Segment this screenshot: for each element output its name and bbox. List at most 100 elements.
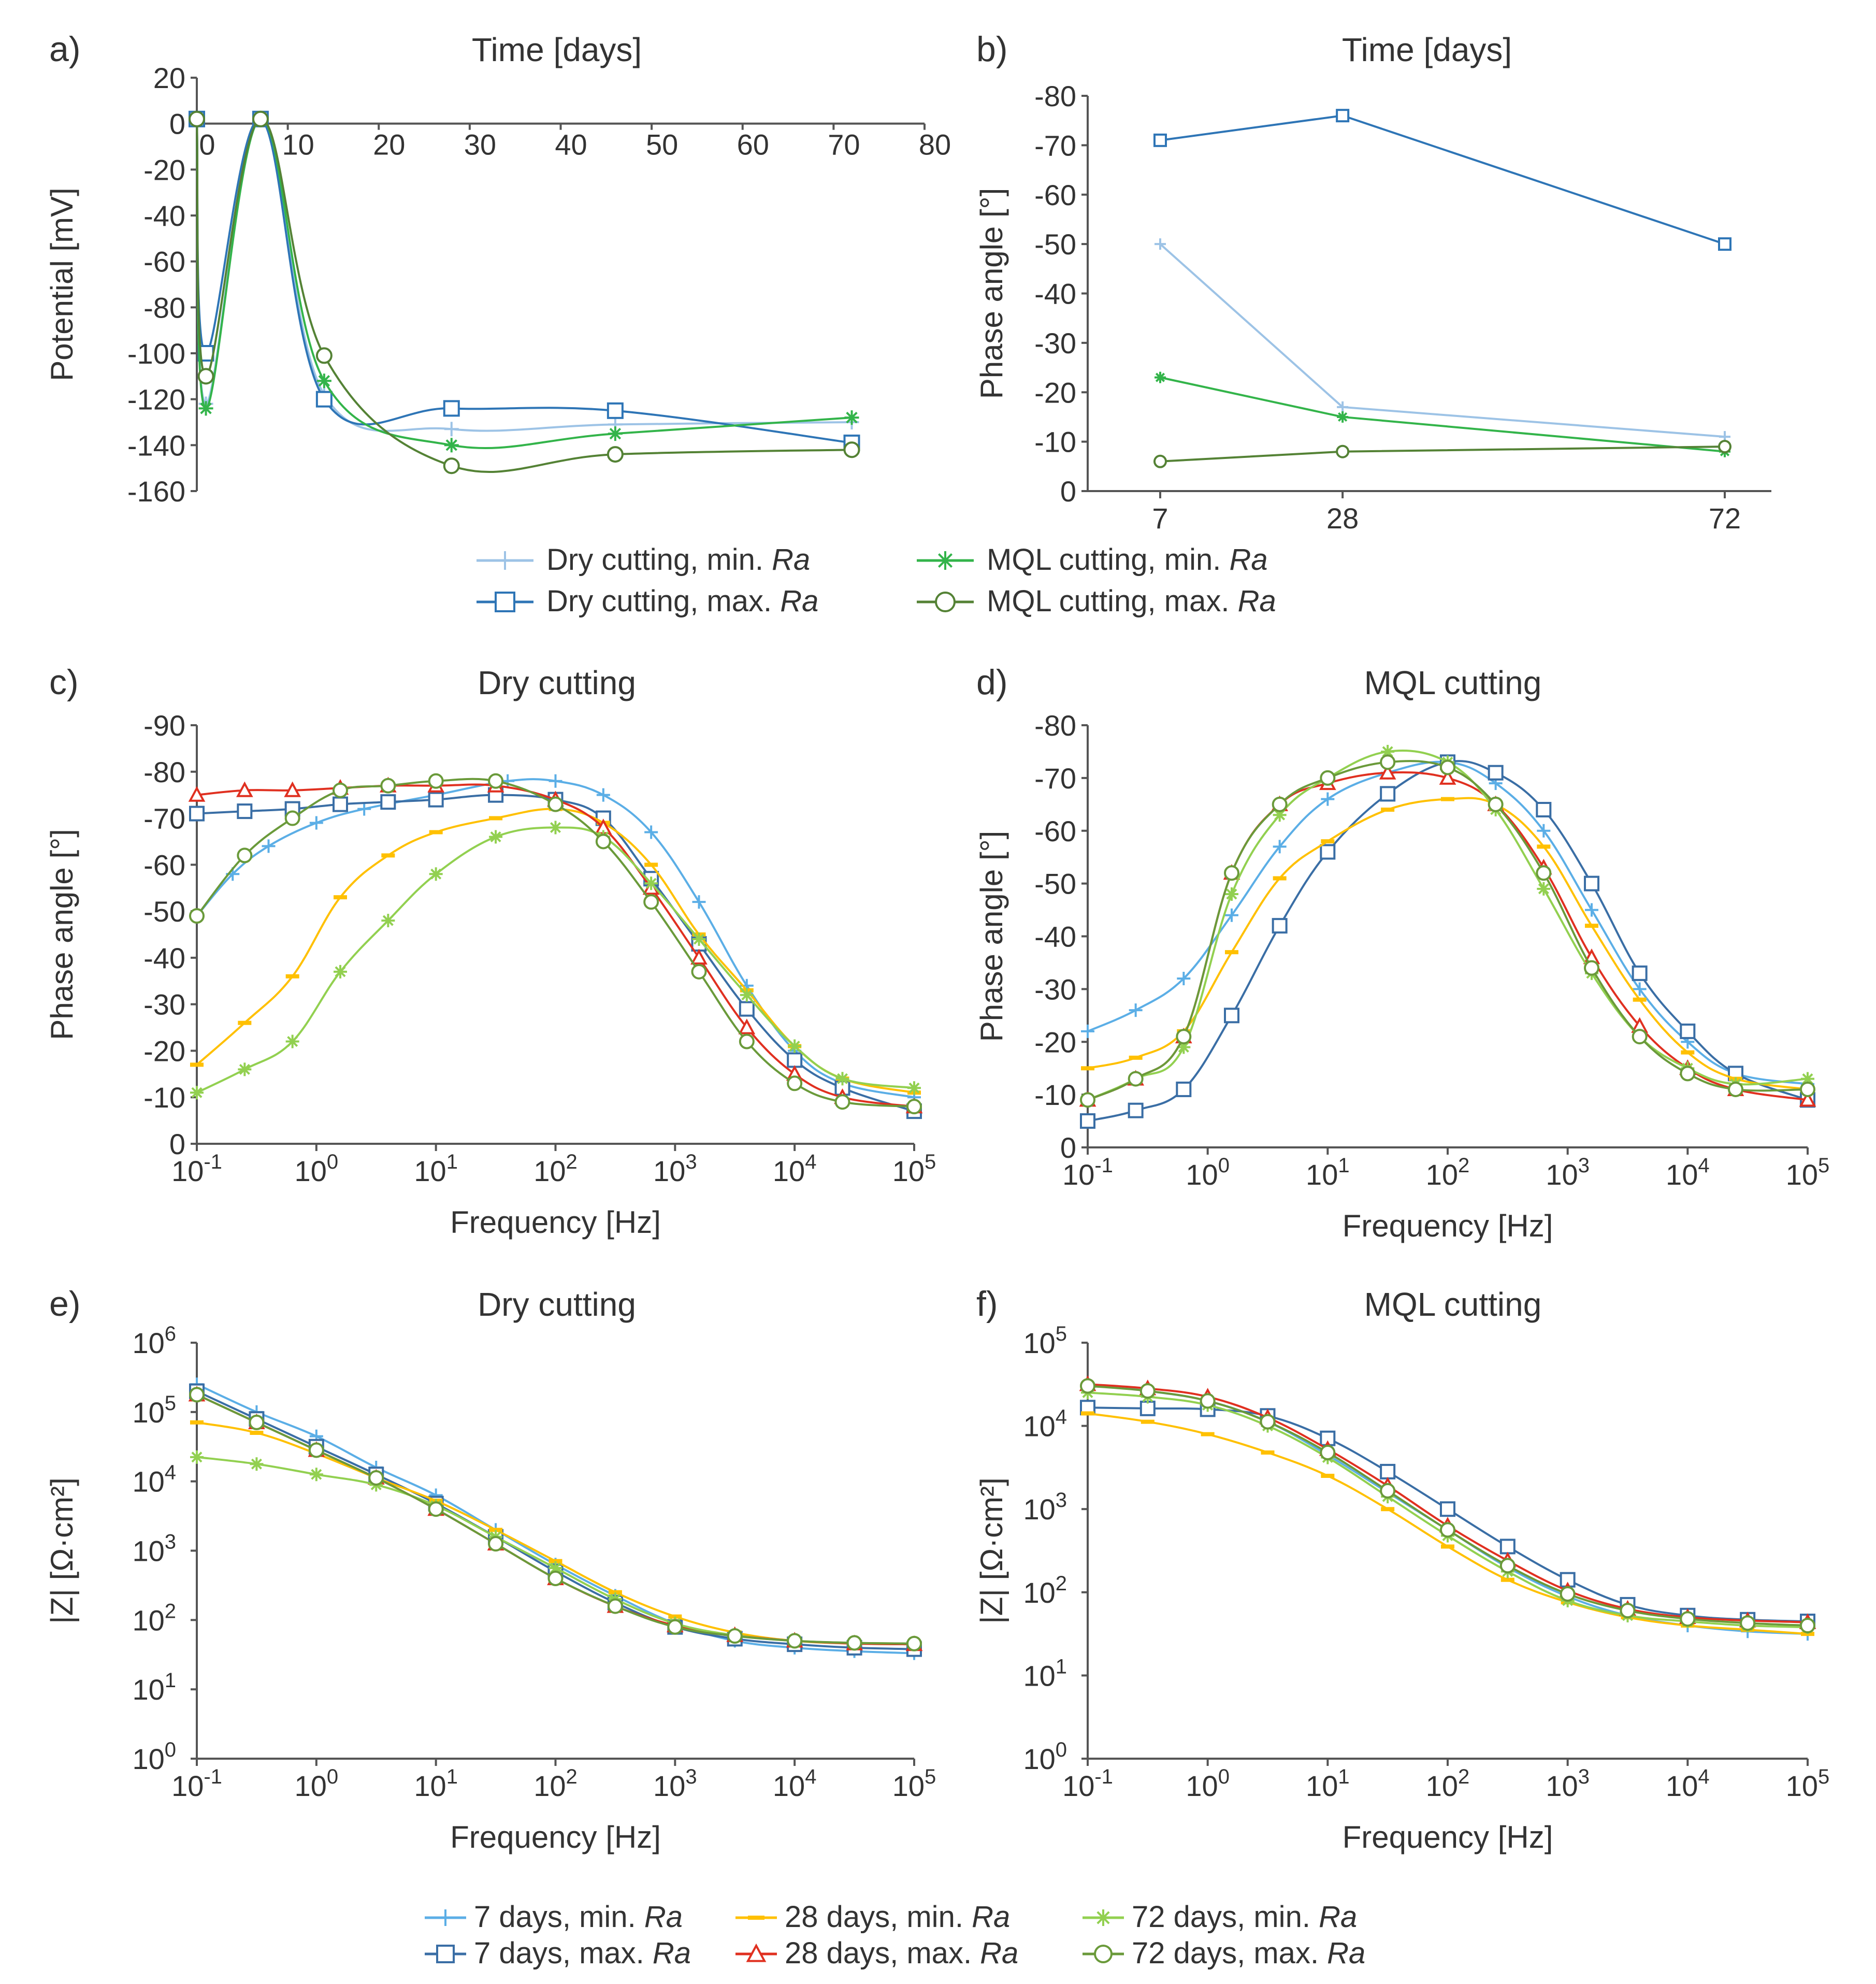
chart-d-series-d7min-point [1081, 1024, 1094, 1038]
y-tick-label: 103 [132, 1531, 176, 1568]
y-tick-label: -30 [1034, 327, 1076, 360]
x-tick-label: 80 [919, 128, 951, 161]
chart-e-x-label: Frequency [Hz] [450, 1820, 661, 1854]
x-tick-label: 100 [1186, 1154, 1230, 1191]
y-tick-label: -20 [1034, 376, 1076, 409]
chart-c-series-d7min-point [692, 895, 706, 909]
y-tick-label: -20 [1034, 1026, 1076, 1058]
y-tick-label: -60 [1034, 179, 1076, 211]
chart-a-series-dry_min-point [444, 422, 459, 437]
chart-d-series-d28max-point [1799, 1091, 1816, 1107]
y-tick-label: 100 [132, 1738, 176, 1775]
x-tick-label: 0 [199, 128, 215, 161]
chart-c-series-d28max-point [188, 786, 206, 802]
chart-e-series-d72min-point [549, 1561, 562, 1575]
chart-d-series-d72max-point [1584, 960, 1599, 976]
chart-e-y-label: |Z| [Ω·cm²] [45, 1477, 79, 1624]
x-tick-label: 72 [1709, 502, 1741, 535]
chart-d-series-d28max-point [1439, 769, 1456, 785]
y-tick-label: -40 [143, 199, 185, 232]
y-tick-label: 103 [1023, 1489, 1067, 1526]
y-tick-label: -90 [143, 709, 185, 742]
x-tick-label: 105 [892, 1151, 936, 1187]
chart-b-series-mql_min-point [1155, 371, 1166, 383]
panel-label-a: a) [49, 30, 80, 69]
chart-c-series-d72max-point [595, 833, 611, 850]
chart-a-series-mql_max-point [189, 110, 205, 127]
x-tick-label: 10-1 [1062, 1154, 1113, 1191]
y-tick-label: -120 [127, 383, 185, 416]
chart-c-series-d72max-point [189, 908, 205, 924]
y-tick-label: 20 [153, 62, 185, 94]
chart-d-series-d7max-point [1488, 765, 1504, 781]
x-tick-label: 10-1 [171, 1151, 222, 1187]
y-tick-label: -60 [143, 849, 185, 881]
chart-c-series-d7max-point [428, 792, 444, 808]
x-tick-label: 102 [1426, 1154, 1470, 1191]
chart-c-series-d72max-point [906, 1099, 922, 1115]
y-tick-label: 0 [169, 108, 185, 140]
chart-f-series-d72max-point [1080, 1378, 1095, 1394]
y-tick-label: -50 [1034, 228, 1076, 261]
chart-f-series-d72max-point [1380, 1483, 1396, 1499]
x-tick-label: 104 [773, 1151, 817, 1187]
chart-e-series-d72max-point [787, 1633, 803, 1649]
legend-item-dry_max: Dry cutting, max. Ra [546, 584, 818, 618]
chart-c-series-d72min-point [429, 867, 443, 881]
y-tick-label: -20 [143, 1034, 185, 1067]
chart-c-x-label: Frequency [Hz] [450, 1205, 661, 1240]
chart-a-series-mql_max-point [607, 446, 624, 463]
chart-d-series-d72max-point [1320, 770, 1336, 786]
chart-c-series-d72min-point [835, 1072, 849, 1086]
chart-c-series-d72max-point [428, 773, 444, 789]
chart-f-x-label: Frequency [Hz] [1343, 1820, 1553, 1854]
chart-b-series-mql_max-point [1153, 454, 1167, 468]
chart-c-series-d28max-point [284, 781, 301, 797]
y-tick-label: 100 [1023, 1738, 1067, 1775]
chart-d-series-d7max-point [1080, 1113, 1095, 1129]
chart-f-series-d72max-point [1680, 1611, 1696, 1627]
chart-f-series-d72max-point [1320, 1444, 1336, 1460]
chart-d-series-d72max-point [1728, 1081, 1743, 1097]
chart-d-series-d72min-point [1537, 882, 1551, 896]
chart-c-series-d72max-point [284, 810, 300, 826]
chart-d-series-d72max-point [1800, 1081, 1815, 1097]
y-tick-label: 105 [132, 1392, 176, 1429]
chart-a-series-mql_min-point [444, 438, 459, 453]
x-tick-label: 101 [1306, 1765, 1350, 1802]
chart-a-title: Time [days] [472, 31, 642, 68]
chart-b-y-label: Phase angle [°] [974, 188, 1009, 399]
chart-d-series-d7max-point [1536, 802, 1552, 817]
legend-bottom: 7 days, min. Ra7 days, max. Ra 28 days, m… [425, 1900, 1365, 1970]
chart-c-series-d28max-line [196, 783, 915, 1108]
chart-a-series-mql_min-point [316, 373, 331, 389]
legend-item-d72min: 72 days, min. Ra [1132, 1900, 1357, 1934]
chart-f-series-d72max-point [1139, 1383, 1156, 1399]
chart-f-series-d7max-point [1440, 1501, 1455, 1517]
legend-marker-d7min [437, 1909, 454, 1926]
chart-d-y-label: Phase angle [°] [974, 831, 1009, 1042]
y-tick-label: 102 [1023, 1572, 1067, 1609]
chart-c-y-label: Phase angle [°] [45, 829, 79, 1040]
legend-marker-d72min [1095, 1909, 1112, 1926]
chart-e-series-d72max-point [846, 1635, 862, 1651]
y-tick-label: -60 [1034, 815, 1076, 847]
chart-e-series-d72max-point [428, 1501, 444, 1517]
chart-c-series-d7min-point [357, 802, 371, 816]
chart-d-series-d7min-point [1321, 792, 1335, 806]
x-tick-label: 102 [533, 1765, 578, 1802]
chart-f-series-d72max-point [1499, 1558, 1516, 1574]
chart-e-series-d72max-point [368, 1470, 384, 1486]
y-tick-label: -40 [143, 942, 185, 974]
chart-a-series-mql_min-point [198, 401, 213, 416]
chart-d-series-d72max-point [1632, 1029, 1648, 1045]
chart-d-series-d7max-point [1176, 1081, 1192, 1097]
chart-e-series-d72max-point [547, 1571, 564, 1587]
chart-f-series-d72max-point [1200, 1393, 1216, 1409]
chart-c-series-d72min-point [381, 914, 395, 928]
chart-d-series-d7min-point [1585, 903, 1598, 917]
chart-b-phase-vs-time: Time [days] -80 -70 -60 -50 -40 -30 -20 -10 0 7 28 7… [974, 31, 1771, 535]
chart-e-series-d72max-point [308, 1442, 324, 1458]
